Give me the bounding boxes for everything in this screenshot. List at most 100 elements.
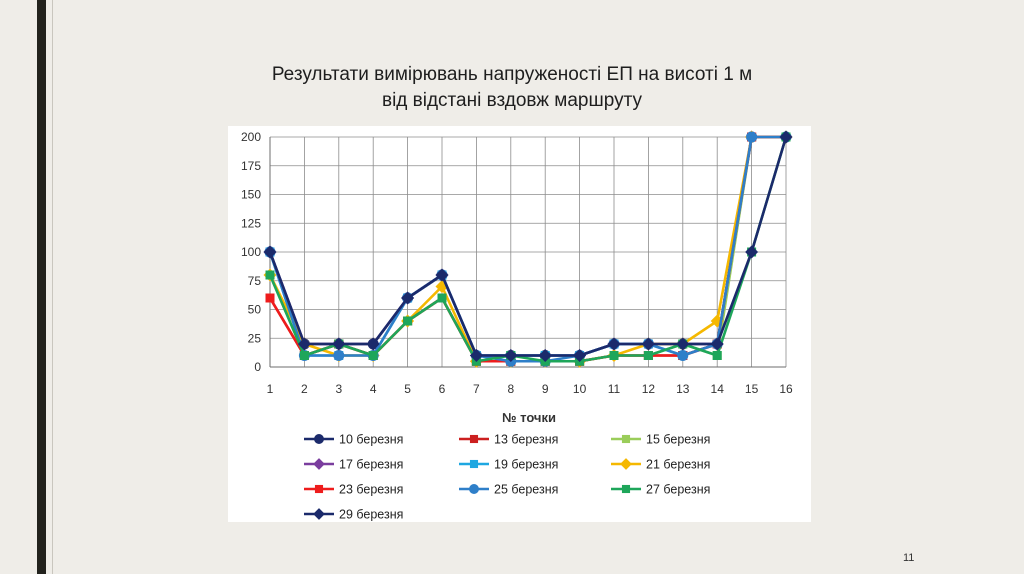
legend-item: 23 березня bbox=[304, 483, 403, 497]
series-line bbox=[268, 136, 788, 363]
y-tick-label: 25 bbox=[248, 331, 262, 345]
legend-label: 19 березня bbox=[494, 458, 558, 472]
slide-title-line-2: від відстані вздовж маршруту bbox=[381, 90, 643, 111]
legend-label: 17 березня bbox=[339, 458, 403, 472]
y-tick-label: 150 bbox=[241, 188, 261, 202]
slide-divider-line bbox=[52, 0, 53, 574]
x-tick-label: 9 bbox=[542, 382, 549, 396]
data-point bbox=[779, 130, 793, 144]
legend-label: 27 березня bbox=[646, 483, 710, 497]
x-tick-label: 6 bbox=[439, 382, 446, 396]
legend-swatch-marker bbox=[469, 484, 479, 494]
data-point bbox=[366, 337, 380, 351]
x-tick-label: 12 bbox=[642, 382, 656, 396]
y-tick-label: 100 bbox=[241, 245, 261, 259]
legend-item: 29 березня bbox=[304, 508, 403, 522]
x-tick-label: 10 bbox=[573, 382, 587, 396]
legend-item: 21 березня bbox=[611, 458, 710, 472]
data-point bbox=[368, 351, 378, 360]
data-point bbox=[469, 349, 483, 362]
legend-label: 10 березня bbox=[339, 433, 403, 447]
y-tick-label: 125 bbox=[241, 216, 261, 230]
data-point bbox=[263, 245, 277, 259]
x-axis-title: № точки bbox=[502, 410, 556, 425]
data-point bbox=[710, 337, 724, 351]
data-point bbox=[504, 349, 518, 362]
data-point bbox=[745, 245, 759, 259]
data-point bbox=[573, 349, 587, 362]
y-tick-label: 0 bbox=[254, 360, 261, 374]
data-point bbox=[333, 350, 345, 361]
data-point bbox=[437, 293, 447, 303]
x-tick-label: 15 bbox=[745, 382, 759, 396]
y-tick-label: 175 bbox=[241, 159, 261, 173]
chart-panel: № точки 0 25 50 75 100 125 150 175 200 1 2 3 4 5 6 7 8 9 1… bbox=[228, 126, 811, 522]
legend-swatch-marker bbox=[621, 434, 631, 444]
data-point bbox=[609, 351, 619, 360]
legend-item: 10 березня bbox=[304, 433, 403, 447]
legend-swatch-marker bbox=[469, 459, 479, 469]
x-tick-label: 7 bbox=[473, 382, 480, 396]
data-point bbox=[401, 291, 415, 305]
data-point bbox=[265, 293, 275, 303]
series-2 bbox=[265, 132, 791, 366]
legend-label: 13 березня bbox=[494, 433, 558, 447]
legend-label: 15 березня bbox=[646, 433, 710, 447]
series-line bbox=[268, 135, 786, 363]
legend-swatch-marker bbox=[621, 484, 631, 494]
series-line bbox=[268, 136, 788, 357]
series-3 bbox=[265, 132, 791, 366]
legend-swatch-marker bbox=[620, 458, 632, 470]
y-tick-label: 50 bbox=[248, 303, 262, 317]
data-point bbox=[435, 268, 449, 282]
data-point bbox=[265, 270, 275, 280]
slide-title-line-1: Результати вимірювань напруженості ЕП на… bbox=[271, 64, 753, 85]
legend-swatch-marker bbox=[313, 508, 325, 520]
legend-item: 25 березня bbox=[459, 483, 558, 497]
series-layer bbox=[263, 130, 793, 368]
data-point bbox=[332, 337, 346, 351]
page-number: 11 bbox=[903, 552, 915, 564]
data-point bbox=[677, 350, 689, 361]
x-tick-label: 8 bbox=[507, 382, 514, 396]
series-10 bbox=[263, 130, 793, 362]
x-tick-label: 4 bbox=[370, 382, 377, 396]
legend-item: 19 березня bbox=[459, 458, 558, 472]
data-point bbox=[676, 337, 690, 351]
data-point bbox=[712, 351, 722, 360]
series-8 bbox=[264, 131, 792, 367]
slide-title: Результати вимірювань напруженості ЕП на… bbox=[200, 62, 824, 114]
legend: 10 березня 13 березня 15 березня 17 березня… bbox=[304, 433, 710, 522]
data-point bbox=[643, 351, 653, 360]
series-line bbox=[268, 135, 786, 357]
x-tick-label: 16 bbox=[779, 382, 793, 396]
slide-accent-bar bbox=[37, 0, 46, 574]
legend-label: 23 березня bbox=[339, 483, 403, 497]
legend-item: 17 березня bbox=[304, 458, 403, 472]
data-point bbox=[538, 349, 552, 362]
x-tick-label: 11 bbox=[608, 382, 621, 396]
x-tick-label: 13 bbox=[676, 382, 690, 396]
data-point bbox=[403, 316, 413, 326]
legend-swatch-marker bbox=[469, 434, 479, 444]
data-point bbox=[607, 337, 621, 351]
data-point bbox=[641, 337, 655, 351]
x-tick-label: 14 bbox=[711, 382, 725, 396]
legend-item: 27 березня bbox=[611, 483, 710, 497]
legend-swatch-marker bbox=[313, 458, 325, 470]
series-7 bbox=[265, 132, 791, 366]
legend-item: 13 березня bbox=[459, 433, 558, 447]
x-tick-label: 1 bbox=[267, 382, 274, 396]
legend-swatch-marker bbox=[314, 484, 324, 494]
x-tick-label: 2 bbox=[301, 382, 308, 396]
legend-label: 21 березня bbox=[646, 458, 710, 472]
series-line bbox=[268, 135, 786, 357]
legend-label: 29 березня bbox=[339, 508, 403, 522]
legend-label: 25 березня bbox=[494, 483, 558, 497]
y-tick-label: 75 bbox=[248, 274, 262, 288]
x-tick-label: 5 bbox=[404, 382, 411, 396]
data-point bbox=[746, 131, 758, 143]
legend-swatch-marker bbox=[314, 434, 324, 444]
